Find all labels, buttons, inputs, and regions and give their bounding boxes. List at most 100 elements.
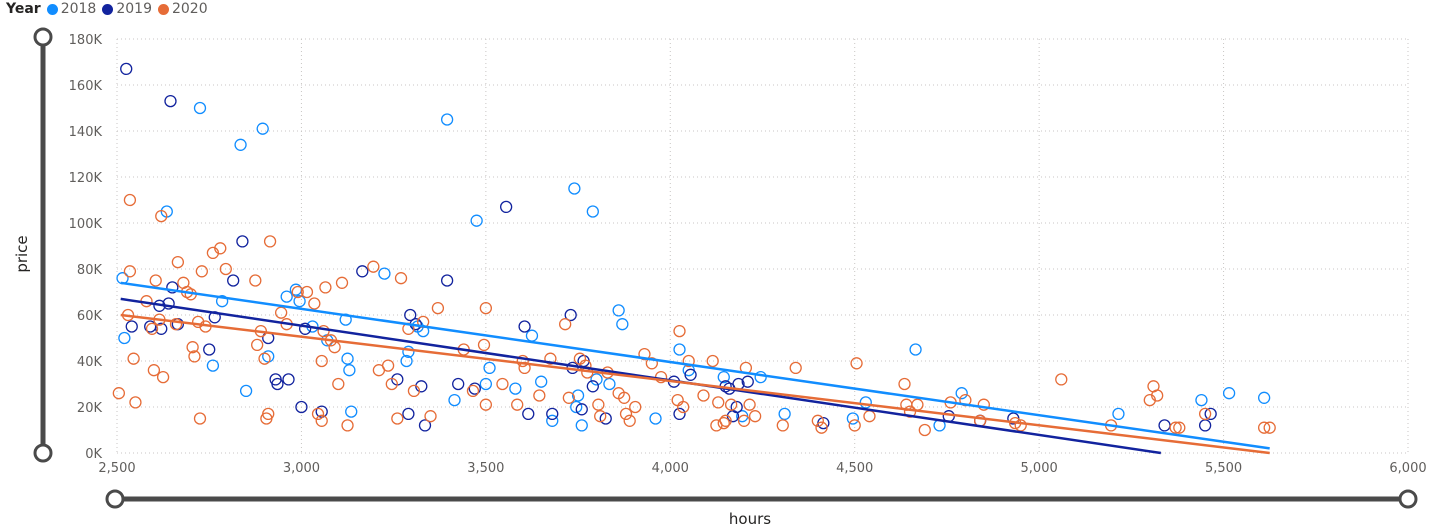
- data-point[interactable]: [112, 387, 125, 400]
- data-point[interactable]: [466, 384, 480, 398]
- data-point[interactable]: [1198, 407, 1212, 421]
- data-point[interactable]: [586, 380, 599, 393]
- data-point[interactable]: [671, 393, 684, 407]
- data-point[interactable]: [343, 364, 356, 377]
- legend-item-2020[interactable]: 2020: [157, 1, 208, 17]
- data-point[interactable]: [249, 274, 262, 287]
- data-point[interactable]: [535, 375, 548, 388]
- data-point[interactable]: [166, 281, 179, 294]
- data-point[interactable]: [483, 361, 496, 375]
- data-point[interactable]: [570, 400, 583, 414]
- data-point[interactable]: [367, 260, 380, 273]
- data-point[interactable]: [575, 403, 588, 416]
- data-point[interactable]: [898, 377, 911, 391]
- data-point[interactable]: [155, 209, 168, 223]
- data-point[interactable]: [612, 304, 625, 317]
- data-point[interactable]: [341, 419, 354, 432]
- data-point[interactable]: [400, 354, 413, 368]
- data-point[interactable]: [452, 377, 465, 391]
- data-point[interactable]: [599, 412, 612, 425]
- data-point[interactable]: [1257, 421, 1271, 434]
- data-point[interactable]: [522, 407, 535, 421]
- data-point[interactable]: [863, 410, 876, 423]
- data-point[interactable]: [193, 412, 207, 425]
- data-point[interactable]: [280, 290, 293, 303]
- data-point[interactable]: [590, 373, 603, 386]
- data-point[interactable]: [955, 387, 968, 400]
- data-point[interactable]: [564, 308, 577, 322]
- x-zoom-slider[interactable]: [105, 489, 1418, 509]
- data-point[interactable]: [291, 285, 304, 299]
- data-point[interactable]: [737, 414, 751, 427]
- data-point[interactable]: [673, 343, 686, 356]
- y-slider-top-handle[interactable]: [33, 27, 53, 47]
- data-point[interactable]: [293, 295, 306, 308]
- data-point[interactable]: [730, 400, 743, 414]
- data-point[interactable]: [188, 350, 201, 363]
- data-point[interactable]: [911, 398, 924, 411]
- data-point[interactable]: [317, 324, 330, 338]
- data-point[interactable]: [573, 352, 587, 365]
- data-point[interactable]: [308, 297, 321, 310]
- data-point[interactable]: [516, 354, 529, 368]
- data-point[interactable]: [1158, 419, 1171, 432]
- data-point[interactable]: [717, 416, 730, 430]
- data-point[interactable]: [118, 331, 131, 345]
- data-point[interactable]: [394, 272, 408, 285]
- data-point[interactable]: [603, 377, 616, 391]
- data-point[interactable]: [234, 138, 247, 151]
- data-point[interactable]: [145, 322, 159, 335]
- data-point[interactable]: [258, 352, 271, 365]
- data-point[interactable]: [282, 373, 295, 386]
- data-point[interactable]: [236, 235, 249, 248]
- data-point[interactable]: [1112, 407, 1125, 421]
- data-point[interactable]: [717, 370, 730, 384]
- data-point[interactable]: [203, 343, 216, 356]
- legend-item-2019[interactable]: 2019: [102, 1, 152, 17]
- data-point[interactable]: [575, 419, 588, 432]
- data-point[interactable]: [479, 301, 493, 315]
- data-point[interactable]: [123, 265, 137, 278]
- data-point[interactable]: [1204, 407, 1217, 421]
- data-point[interactable]: [618, 391, 631, 404]
- data-point[interactable]: [341, 352, 354, 365]
- data-point[interactable]: [754, 370, 767, 384]
- data-point[interactable]: [448, 393, 461, 407]
- data-point[interactable]: [193, 101, 207, 115]
- data-point[interactable]: [470, 214, 483, 227]
- data-point[interactable]: [496, 377, 509, 391]
- data-point[interactable]: [171, 255, 185, 269]
- data-point[interactable]: [518, 320, 531, 333]
- data-point[interactable]: [186, 341, 199, 354]
- data-point[interactable]: [568, 182, 581, 195]
- data-point[interactable]: [477, 338, 491, 352]
- data-point[interactable]: [147, 364, 161, 377]
- data-point[interactable]: [697, 389, 710, 402]
- data-point[interactable]: [1198, 419, 1212, 432]
- data-point[interactable]: [789, 361, 802, 375]
- data-point[interactable]: [295, 400, 308, 414]
- x-slider-right-handle[interactable]: [1398, 489, 1418, 509]
- data-point[interactable]: [215, 295, 229, 308]
- data-point[interactable]: [1014, 419, 1027, 432]
- data-point[interactable]: [262, 350, 275, 363]
- data-point[interactable]: [499, 200, 513, 214]
- y-slider-bottom-handle[interactable]: [33, 443, 53, 463]
- data-point[interactable]: [156, 370, 170, 384]
- data-point[interactable]: [164, 94, 177, 108]
- x-slider-left-handle[interactable]: [105, 489, 125, 509]
- data-point[interactable]: [315, 414, 328, 427]
- data-point[interactable]: [811, 414, 824, 427]
- data-point[interactable]: [311, 407, 325, 421]
- data-point[interactable]: [673, 324, 686, 338]
- data-point[interactable]: [706, 354, 719, 368]
- data-point[interactable]: [594, 410, 607, 423]
- data-point[interactable]: [1257, 391, 1271, 404]
- data-point[interactable]: [262, 407, 275, 421]
- data-point[interactable]: [559, 318, 572, 331]
- data-point[interactable]: [1055, 373, 1068, 386]
- data-point[interactable]: [1169, 421, 1182, 434]
- data-point[interactable]: [846, 412, 860, 425]
- data-point[interactable]: [544, 352, 557, 365]
- data-point[interactable]: [155, 322, 168, 335]
